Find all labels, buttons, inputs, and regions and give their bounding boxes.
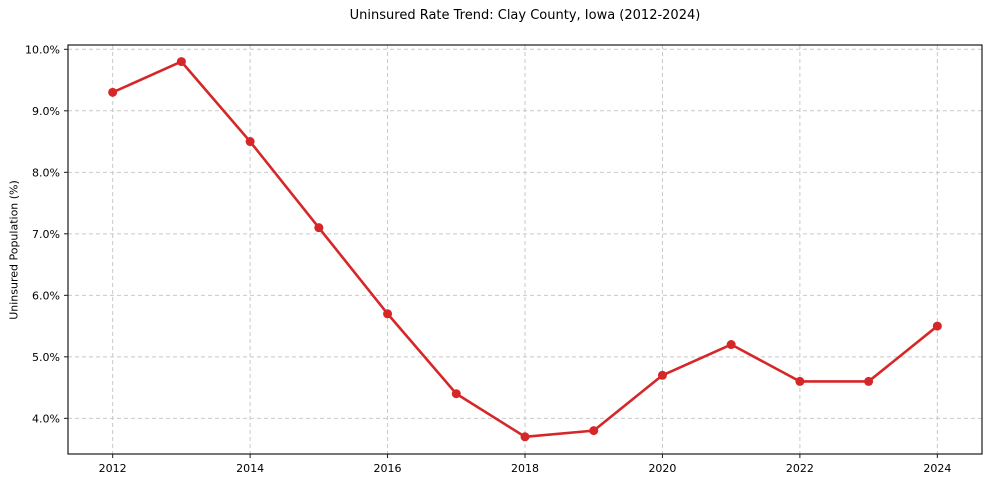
data-point-2023 [864,376,874,386]
y-tick-label: 7.0% [32,228,60,241]
data-point-2012 [108,87,118,97]
x-tick-label: 2020 [648,462,676,475]
x-tick-label: 2016 [374,462,402,475]
data-point-2013 [176,57,186,67]
data-point-2020 [657,370,667,380]
data-point-2016 [383,309,393,319]
y-tick-label: 5.0% [32,351,60,364]
x-tick-label: 2024 [923,462,951,475]
data-point-2017 [451,389,461,399]
data-point-2019 [589,426,599,436]
x-tick-label: 2012 [99,462,127,475]
data-point-2021 [726,340,736,350]
data-point-2022 [795,376,805,386]
y-tick-label: 9.0% [32,105,60,118]
y-tick-label: 8.0% [32,166,60,179]
data-point-2018 [520,432,530,442]
data-point-2014 [245,137,255,147]
y-tick-label: 4.0% [32,412,60,425]
chart-title: Uninsured Rate Trend: Clay County, Iowa … [349,8,701,23]
y-tick-label: 10.0% [25,43,60,56]
x-tick-label: 2018 [511,462,539,475]
x-tick-label: 2022 [786,462,814,475]
data-point-2024 [932,321,942,331]
data-point-2015 [314,223,324,233]
y-tick-label: 6.0% [32,289,60,302]
x-tick-label: 2014 [236,462,264,475]
